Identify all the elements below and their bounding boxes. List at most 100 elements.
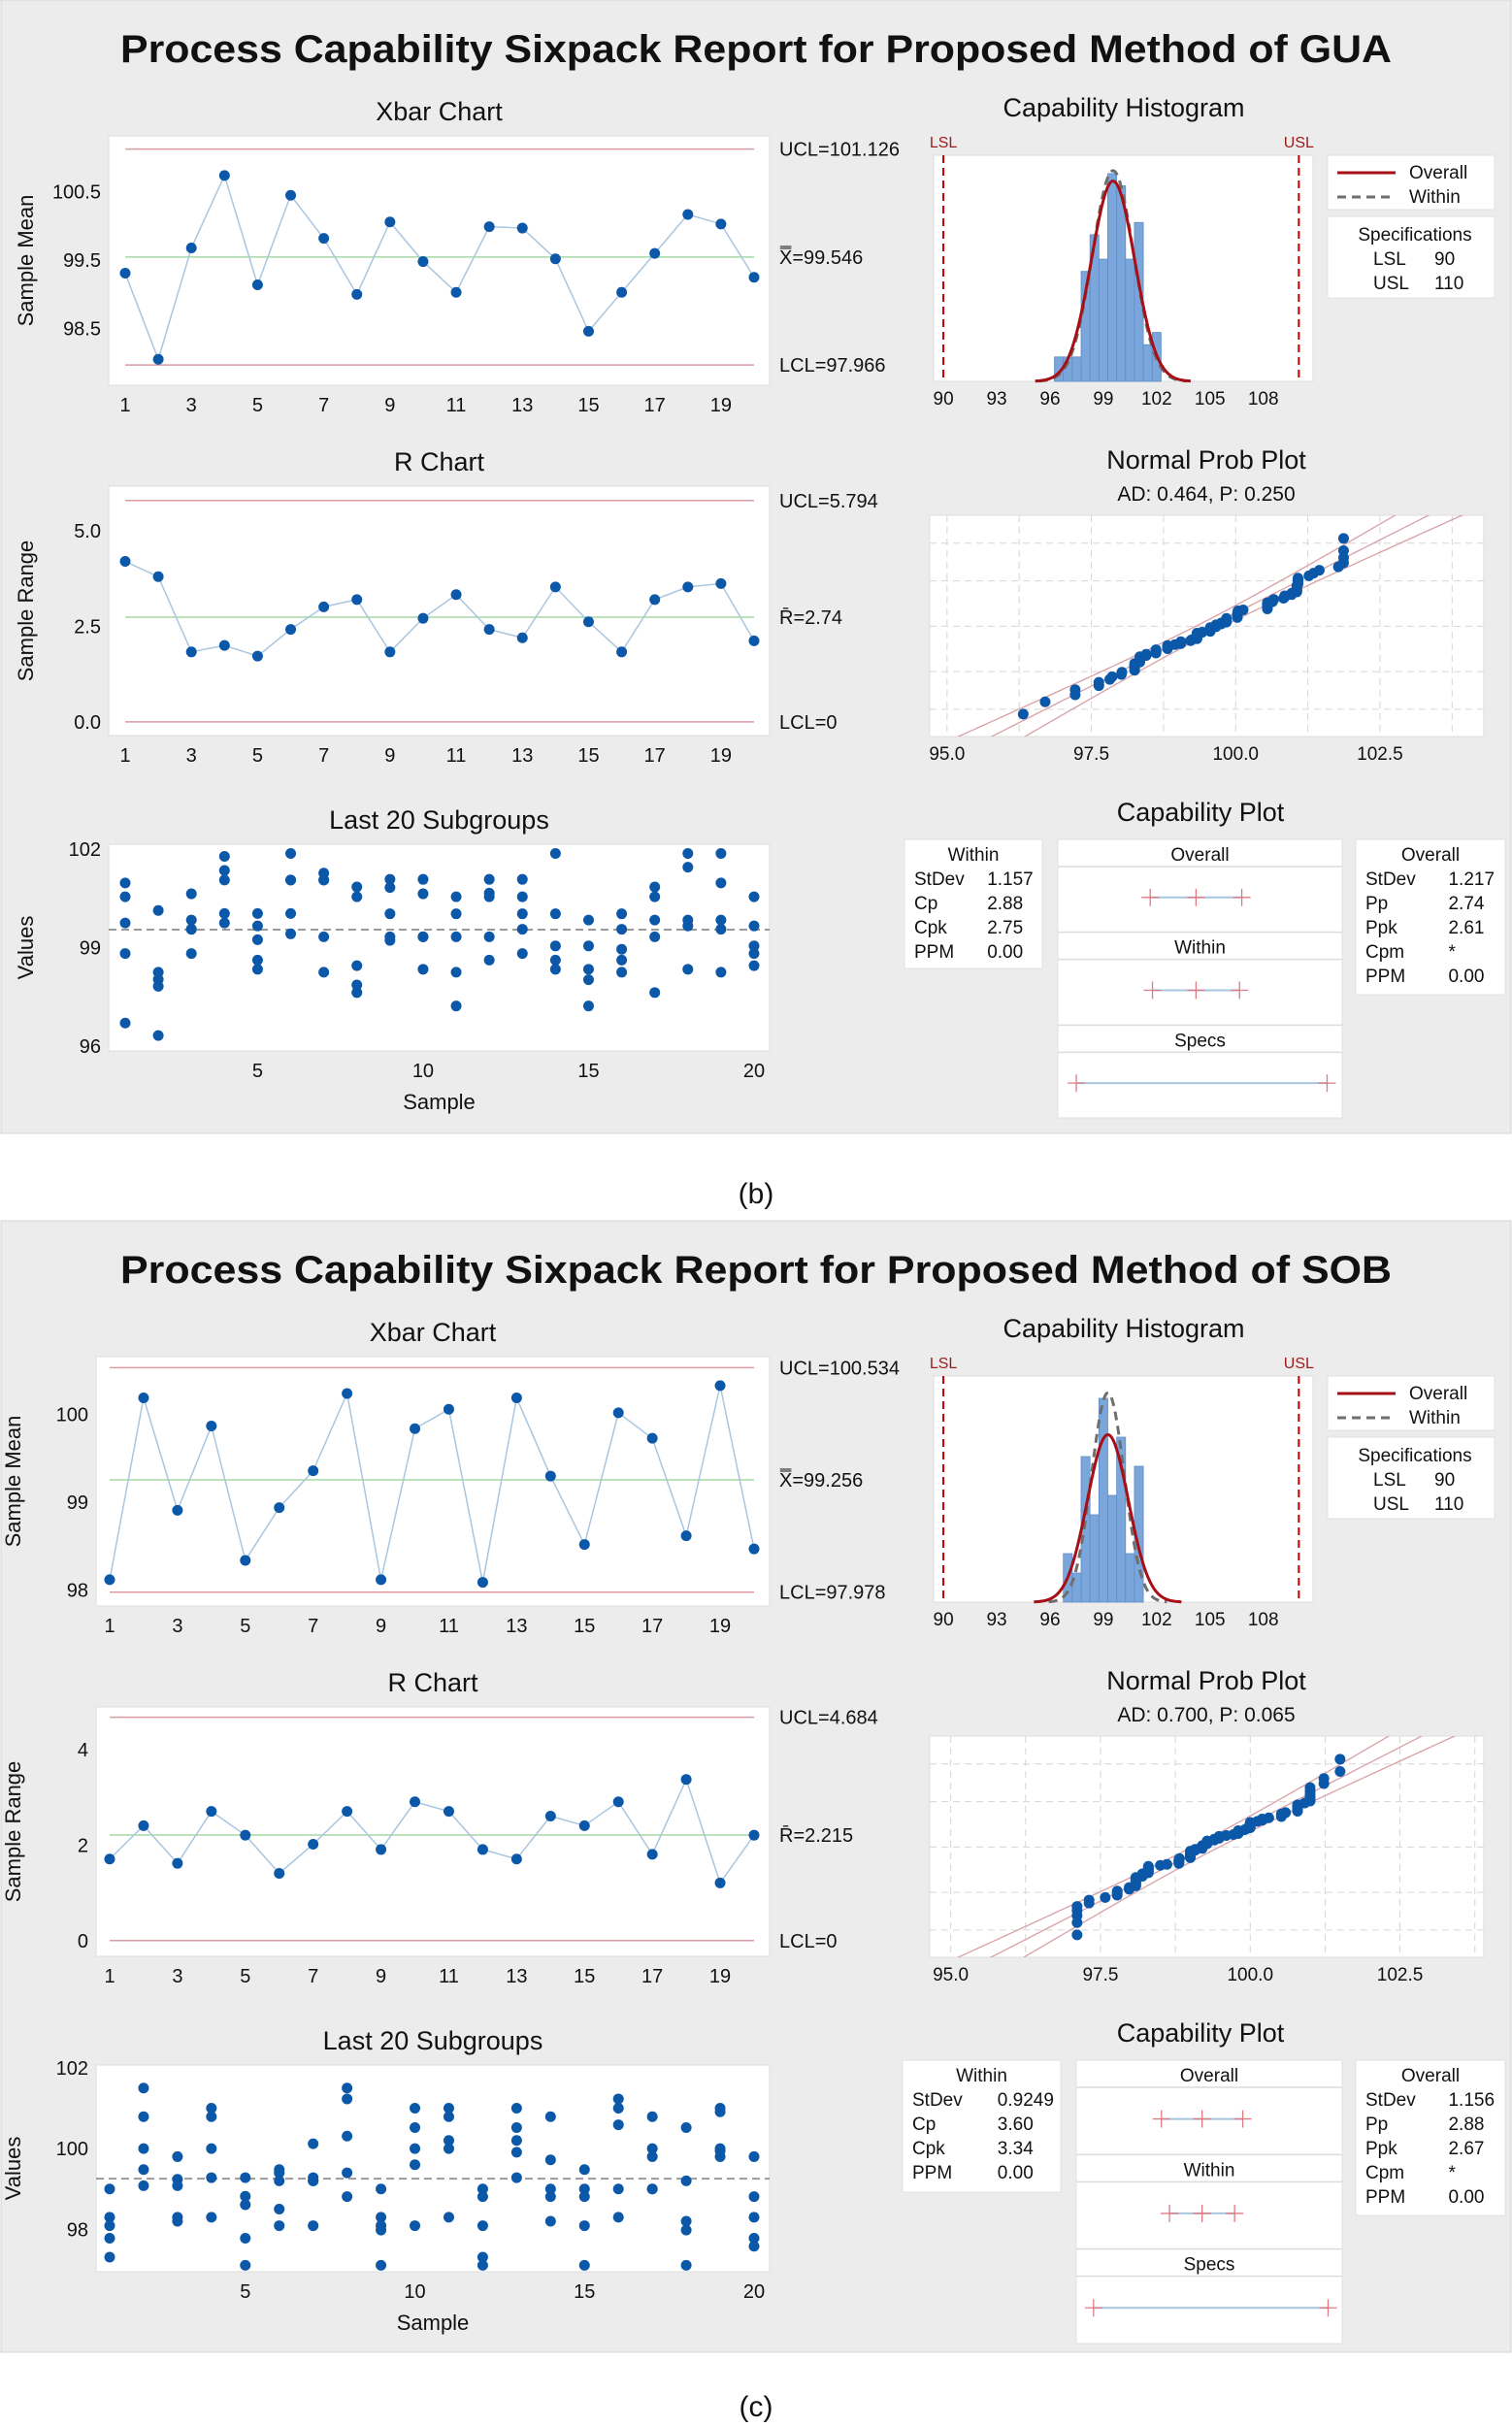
observation-point [680,2224,692,2236]
observation-point [119,891,131,902]
observation-point [206,2103,217,2115]
prob-point [1334,1766,1346,1778]
x-tick-label: 5 [240,1616,250,1637]
x-tick-label: 96 [1039,1610,1060,1630]
data-point [715,218,727,230]
observation-point [748,948,760,960]
report-panel: Process Capability Sixpack Report for Pr… [0,1220,1512,2353]
observation-point [443,2212,454,2223]
observation-point [477,2191,488,2203]
prob-point [1304,1782,1316,1793]
observation-point [516,948,528,960]
x-tick-label: 17 [641,1966,663,1987]
data-point [285,624,297,636]
data-point [549,253,561,265]
observation-point [274,2167,285,2179]
subgroups-title: Last 20 Subgroups [329,805,549,835]
within-curve [1048,1391,1167,1604]
data-point [582,616,594,628]
stat-value: 2.74 [1448,894,1484,914]
observation-point [616,967,628,978]
prob-point [1292,573,1303,584]
data-point [510,1393,522,1404]
prob-point [1093,676,1104,688]
observation-point [680,2215,692,2227]
observation-point [376,2183,387,2195]
observation-point [218,851,230,863]
prob-point [1334,1754,1346,1765]
x-tick-label: 3 [186,745,197,767]
observation-point [240,2232,251,2244]
observation-point [119,948,131,960]
observation-point [714,2150,726,2162]
observation-point [578,2191,590,2203]
x-tick-label: 17 [644,395,666,416]
observation-point [104,2220,115,2232]
data-point [483,624,495,636]
subgroups-chart: Last 20 Subgroups Values 96 99 102 5 10 15 20 Sam… [14,805,771,1114]
data-point [477,1577,488,1589]
x-tick-label: 90 [934,1610,954,1630]
observation-point [218,865,230,876]
data-point [274,1867,285,1879]
observation-point [483,891,495,902]
prob-point [1083,1894,1095,1906]
data-point [185,242,197,253]
x-tick-label: 1 [104,1966,115,1987]
stat-label: Cpm [1365,2163,1404,2183]
observation-point [477,2259,488,2271]
data-point [119,556,131,568]
prob-point [1039,696,1051,707]
observation-point [251,907,263,919]
prob-point [1017,708,1029,720]
observation-point [612,2103,624,2115]
observation-point [649,891,661,902]
lsl-label: LSL [930,135,958,151]
y-axis-label: Sample Mean [14,195,38,327]
x-tick-label: 5 [252,1061,263,1082]
observation-point [510,2103,522,2115]
observation-point [477,2251,488,2263]
data-point [152,571,164,582]
specifications-box [1327,215,1496,299]
observation-point [342,2093,353,2105]
stat-label: Cpk [912,2139,945,2159]
stat-label: Ppk [1365,2139,1397,2159]
observation-point [251,964,263,975]
observation-point [138,2143,149,2154]
x-tick-label: 96 [1039,389,1060,410]
x-tick-label: 7 [318,745,329,767]
y-tick-label: 102 [69,839,101,861]
y-axis-label: Sample Mean [1,1416,25,1548]
observation-point [682,862,694,873]
x-tick-label: 97.5 [1073,744,1109,765]
observation-point [104,2232,115,2244]
x-tick-label: 9 [384,395,395,416]
y-tick-label: 100 [56,1405,88,1426]
observation-point [443,2143,454,2154]
x-tick-label: 11 [439,1966,459,1987]
r_chart-chart: R Chart Sample Range UCL=4.684 R̄=2.215 LCL=… [1,1668,878,1987]
x-tick-label: 105 [1195,1610,1226,1630]
observation-point [549,847,561,859]
x-tick-label: 19 [709,1616,731,1637]
data-point [308,1839,319,1851]
legend-within-label: Within [1409,187,1461,208]
stat-value: 1.157 [987,869,1034,890]
observation-point [748,2191,760,2203]
capability-histogram: Capability Histogram LSL USL 90 93 96 99 102 105… [930,1314,1496,1630]
observation-point [342,2082,353,2094]
x-tick-label: 11 [446,745,467,767]
confidence-band-lower [1022,1736,1457,1957]
observation-point [104,2212,115,2223]
y-tick-label: 99.5 [63,250,101,272]
observation-point [549,940,561,952]
data-point [308,1465,319,1477]
observation-point [680,2121,692,2133]
data-point [240,1829,251,1841]
plot-area [95,2064,771,2273]
observation-point [516,924,528,935]
observation-point [152,904,164,916]
observation-point [516,873,528,885]
stat-value: 2.88 [987,894,1023,914]
